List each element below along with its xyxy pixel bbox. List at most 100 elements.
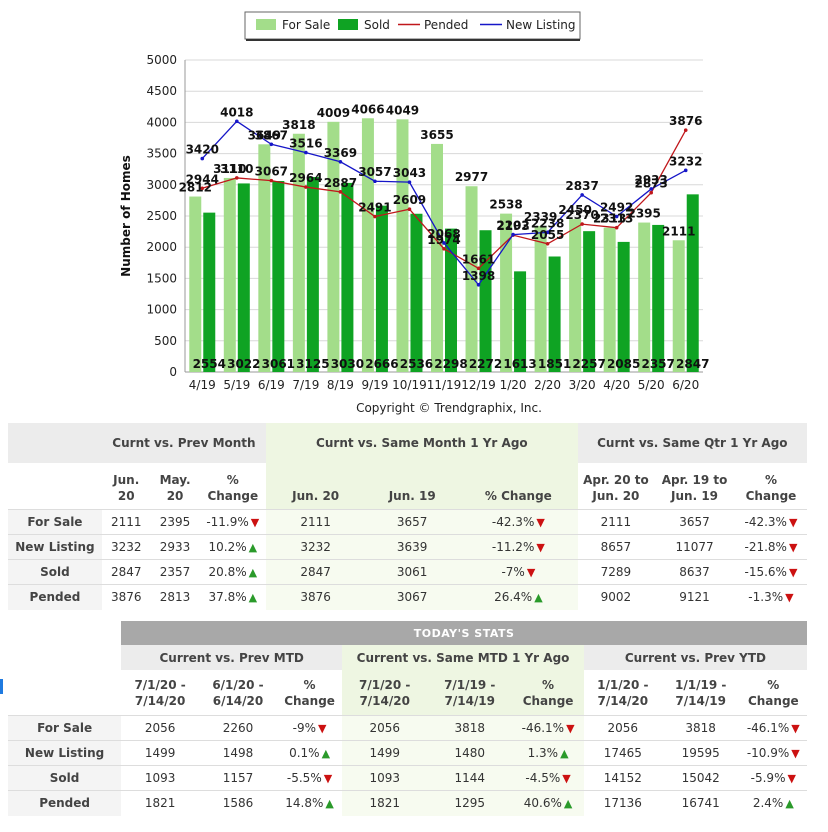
column-header: Jun. 19 bbox=[365, 463, 460, 510]
new-listing-data-label: 4018 bbox=[220, 105, 253, 119]
value-cell: 1144 bbox=[427, 765, 513, 791]
percent-change-value: -46.1% bbox=[746, 721, 790, 735]
sold-data-label: 1613 bbox=[503, 357, 536, 371]
percent-change-value: -11.9% bbox=[206, 515, 249, 529]
sold-bar bbox=[237, 183, 250, 372]
x-tick-label: 1/20 bbox=[500, 378, 527, 392]
percent-change-cell: -5.5% ▼ bbox=[277, 766, 342, 791]
row-label-header bbox=[8, 463, 102, 510]
table-row: For Sale 2111 2395 -11.9% ▼ 2111 3657 -42.3% ▼ 21… bbox=[8, 509, 807, 535]
down-arrow-icon: ▼ bbox=[788, 541, 798, 554]
for-sale-data-label: 4066 bbox=[351, 102, 384, 116]
x-tick-label: 3/20 bbox=[569, 378, 596, 392]
value-cell: 3232 bbox=[110, 540, 142, 554]
percent-change-value: -46.1% bbox=[521, 721, 565, 735]
value-cell: 19595 bbox=[681, 746, 720, 760]
new-listing-point bbox=[511, 232, 515, 237]
for-sale-bar bbox=[258, 144, 271, 372]
column-header: % Change bbox=[512, 670, 584, 716]
down-arrow-icon: ▼ bbox=[788, 566, 798, 579]
percent-change-cell: -15.6% ▼ bbox=[735, 560, 807, 585]
percent-change-cell: -42.3% ▼ bbox=[735, 510, 807, 535]
for-sale-data-label: 3818 bbox=[282, 118, 315, 132]
new-listing-point bbox=[683, 168, 688, 173]
row-label: Sold bbox=[8, 765, 122, 791]
value-cell: 1499 bbox=[342, 740, 428, 766]
column-header: Apr. 19 to Jun. 19 bbox=[661, 473, 728, 503]
pended-data-label: 2873 bbox=[634, 177, 667, 191]
column-header: 1/1/19 - 7/14/19 bbox=[675, 677, 727, 708]
percent-change-cell: 40.6% ▲ bbox=[512, 790, 584, 816]
row-label: Pended bbox=[8, 790, 122, 816]
row-label-header bbox=[8, 670, 121, 716]
new-listing-data-label: 2238 bbox=[531, 216, 564, 230]
value-cell: 1821 bbox=[144, 796, 176, 811]
percent-change-value: -5.9% bbox=[750, 771, 786, 785]
percent-change-cell: -46.1% ▼ bbox=[512, 715, 584, 741]
y-tick-label: 2500 bbox=[146, 209, 177, 223]
value-cell: 3657 bbox=[679, 515, 710, 529]
percent-change-value: -1.3% bbox=[748, 590, 784, 605]
x-tick-label: 10/19 bbox=[392, 378, 427, 392]
legend-sold-label: Sold bbox=[364, 18, 390, 32]
new-listing-point bbox=[304, 150, 308, 155]
up-arrow-icon: ▲ bbox=[248, 566, 258, 579]
column-header: 1/1/20 - 7/14/20 bbox=[597, 677, 649, 708]
sold-data-label: 3061 bbox=[262, 357, 295, 371]
for-sale-bar bbox=[465, 186, 478, 372]
for-sale-data-label: 2812 bbox=[179, 181, 212, 195]
group-header: Curnt vs. Prev Month bbox=[101, 423, 267, 463]
percent-change-cell: 0.1% ▲ bbox=[277, 741, 342, 766]
x-tick-label: 11/19 bbox=[427, 378, 462, 392]
pended-data-label: 3067 bbox=[255, 165, 288, 179]
side-marker bbox=[0, 679, 3, 694]
new-listing-point bbox=[373, 179, 377, 184]
value-cell: 14152 bbox=[603, 771, 642, 785]
down-arrow-icon: ▼ bbox=[323, 772, 333, 785]
value-cell: 2847 bbox=[110, 565, 142, 579]
new-listing-point bbox=[235, 119, 239, 124]
percent-change-cell: 10.2% ▲ bbox=[200, 535, 267, 560]
sold-data-label: 2085 bbox=[607, 357, 640, 371]
row-label: Sold bbox=[8, 559, 102, 585]
value-cell: 1157 bbox=[222, 771, 254, 785]
percent-change-cell: 37.8% ▲ bbox=[200, 585, 267, 610]
value-cell: 3876 bbox=[266, 584, 366, 610]
for-sale-bar bbox=[638, 222, 651, 372]
value-cell: 1498 bbox=[222, 746, 254, 760]
pended-data-label: 3110 bbox=[220, 162, 253, 176]
value-cell: 16741 bbox=[681, 796, 720, 811]
value-cell: 2056 bbox=[607, 721, 639, 735]
sold-bar bbox=[203, 212, 216, 372]
down-arrow-icon: ▼ bbox=[791, 722, 800, 735]
percent-change-cell: -21.8% ▼ bbox=[735, 535, 807, 560]
percent-change-value: -7% bbox=[501, 565, 525, 579]
pended-data-label: 2313 bbox=[600, 212, 633, 226]
percent-change-cell: -11.2% ▼ bbox=[459, 534, 578, 560]
for-sale-bar bbox=[189, 196, 202, 372]
for-sale-bar bbox=[223, 177, 236, 372]
for-sale-data-label: 4049 bbox=[386, 103, 419, 117]
sold-bar bbox=[410, 213, 423, 372]
down-arrow-icon: ▼ bbox=[536, 516, 545, 529]
sold-bar bbox=[272, 180, 285, 372]
sold-data-label: 2298 bbox=[434, 357, 467, 371]
new-listing-point bbox=[649, 187, 653, 191]
x-tick-label: 9/19 bbox=[361, 378, 388, 392]
for-sale-bar bbox=[292, 133, 305, 372]
pended-point bbox=[407, 207, 412, 211]
table-row: Pended 1821 1586 14.8% ▲ 1821 1295 40.6% ▲ 17136 1… bbox=[8, 790, 807, 816]
sold-data-label: 2257 bbox=[572, 357, 605, 371]
value-cell: 1093 bbox=[144, 771, 176, 785]
sold-data-label: 3125 bbox=[296, 357, 329, 371]
for-sale-data-label: 2111 bbox=[662, 224, 695, 238]
new-listing-point bbox=[442, 241, 446, 245]
percent-change-cell: -1.3% ▼ bbox=[735, 585, 807, 610]
x-tick-label: 2/20 bbox=[534, 378, 561, 392]
value-cell: 9121 bbox=[679, 590, 710, 605]
row-label-header bbox=[8, 645, 122, 670]
table-row: New Listing 1499 1498 0.1% ▲ 1499 1480 1.3% ▲ 174… bbox=[8, 740, 807, 766]
up-arrow-icon: ▲ bbox=[560, 747, 569, 760]
for-sale-bar bbox=[361, 118, 374, 372]
for-sale-bar bbox=[431, 143, 443, 372]
